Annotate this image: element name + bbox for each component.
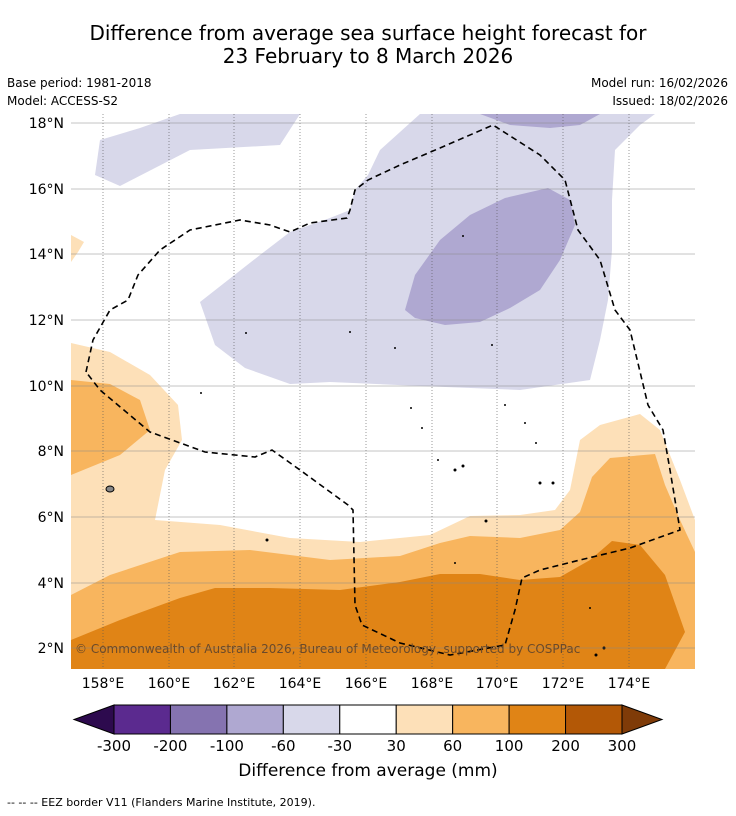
lon-label: 162°E	[213, 676, 256, 692]
island-marker	[454, 562, 456, 564]
colorbar-tick-label: -300	[97, 737, 131, 755]
anomaly-positive-100-200	[71, 541, 685, 669]
island-marker	[461, 464, 465, 468]
gridlines	[102, 114, 630, 669]
lat-label: 12°N	[29, 313, 64, 329]
colorbar-segment	[565, 704, 623, 735]
lon-label: 166°E	[345, 676, 388, 692]
title-line-2: 23 February to 8 March 2026	[222, 44, 514, 68]
island-marker	[484, 519, 488, 523]
island-marker	[594, 653, 598, 657]
colorbar-segment	[226, 704, 284, 735]
longitude-labels: 158°E 160°E 162°E 164°E 166°E 168°E 170°…	[82, 676, 651, 692]
island-marker	[394, 347, 396, 349]
colorbar-segment	[395, 704, 454, 735]
island-marker	[349, 331, 351, 333]
island-marker	[410, 407, 412, 409]
island-marker	[245, 332, 247, 334]
island-marker	[524, 422, 526, 424]
island-markers	[105, 235, 606, 657]
colorbar-tick-label: 30	[387, 737, 406, 755]
island-marker	[589, 607, 591, 609]
island-marker	[200, 392, 202, 394]
lat-label: 4°N	[38, 576, 64, 592]
lat-label: 6°N	[38, 510, 64, 526]
model-name: Model: ACCESS-S2	[7, 94, 119, 108]
lon-label: 172°E	[542, 676, 585, 692]
lon-label: 168°E	[411, 676, 454, 692]
colorbar-segment	[169, 704, 228, 735]
anomaly-negative-medium-top	[480, 114, 600, 128]
issued-date: Issued: 18/02/2026	[612, 94, 728, 108]
title-line-1: Difference from average sea surface heig…	[89, 21, 647, 45]
island-marker	[421, 427, 423, 429]
lat-label: 8°N	[38, 444, 64, 460]
info-left: Base period: 1981-2018 Model: ACCESS-S2	[7, 74, 152, 110]
island-marker	[504, 404, 506, 406]
island-marker	[462, 235, 464, 237]
colorbar-extend-low	[72, 704, 115, 735]
lon-label: 160°E	[148, 676, 191, 692]
lat-label: 18°N	[29, 116, 64, 132]
island-marker	[437, 459, 439, 461]
colorbar-segment	[282, 704, 341, 735]
colorbar-tick-label: -200	[153, 737, 187, 755]
colorbar-tick-label: -30	[328, 737, 353, 755]
island-marker	[265, 538, 269, 542]
lat-label: 16°N	[29, 182, 64, 198]
model-run: Model run: 16/02/2026	[590, 76, 728, 90]
lon-label: 170°E	[476, 676, 519, 692]
colorbar-extend-high	[621, 704, 664, 735]
island-marker	[551, 481, 555, 485]
info-right: Model run: 16/02/2026 Issued: 18/02/2026	[591, 74, 728, 110]
colorbar-tick-label: 300	[608, 737, 637, 755]
anomaly-positive-30-60-west	[71, 235, 84, 262]
lon-label: 164°E	[279, 676, 322, 692]
colorbar-tick-label: 100	[495, 737, 524, 755]
eez-legend: -- -- -- EEZ border V11 (Flanders Marine…	[7, 796, 316, 809]
island-marker	[453, 468, 457, 472]
anomaly-negative-light	[95, 114, 300, 186]
colorbar-tick-label: -60	[271, 737, 296, 755]
lat-label: 14°N	[29, 247, 64, 263]
island-marker	[491, 344, 493, 346]
colorbar-segment	[508, 704, 567, 735]
anomaly-negative-light-main	[200, 114, 655, 390]
lon-label: 174°E	[608, 676, 651, 692]
colorbar: -300 -200 -100 -60 -30 30 60 100 200 300	[72, 704, 664, 755]
island-marker	[535, 442, 537, 444]
island-marker	[538, 481, 542, 485]
base-period: Base period: 1981-2018	[7, 76, 152, 90]
anomaly-negative-medium	[405, 188, 575, 325]
map-plot-area: © Commonwealth of Australia 2026, Bureau…	[71, 114, 695, 669]
colorbar-segment	[113, 704, 171, 735]
copyright-notice: © Commonwealth of Australia 2026, Bureau…	[75, 642, 580, 656]
colorbar-tick-label: 60	[443, 737, 462, 755]
eez-border	[85, 124, 681, 656]
colorbar-segment	[452, 704, 510, 735]
colorbar-tick-label: 200	[551, 737, 580, 755]
colorbar-title: Difference from average (mm)	[238, 761, 498, 781]
chart-title: Difference from average sea surface heig…	[0, 22, 736, 68]
lat-gridlines	[71, 122, 695, 649]
colorbar-tick-label: -100	[210, 737, 244, 755]
lat-label: 10°N	[29, 379, 64, 395]
lon-label: 158°E	[82, 676, 125, 692]
lat-label: 2°N	[38, 641, 64, 657]
island-marker	[105, 485, 115, 493]
colorbar-segment	[339, 704, 397, 735]
latitude-labels: 18°N 16°N 14°N 12°N 10°N 8°N 6°N 4°N 2°N	[29, 116, 64, 657]
